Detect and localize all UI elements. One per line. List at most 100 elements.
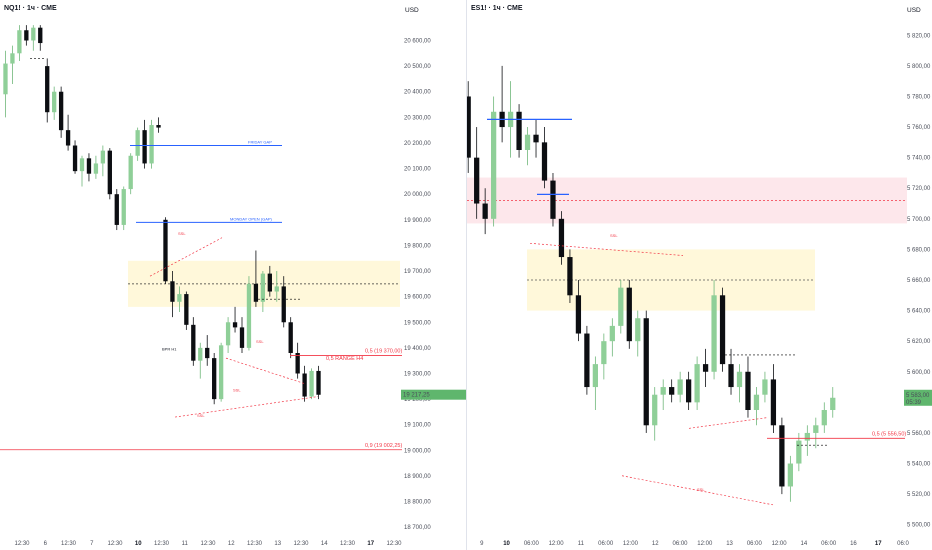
nq-candle-body[interactable] <box>10 53 15 64</box>
nq-candle-body[interactable] <box>107 150 112 195</box>
es-candle-body[interactable] <box>635 318 641 342</box>
es-candle-body[interactable] <box>719 295 726 365</box>
nq-candle-body[interactable] <box>45 66 50 113</box>
es-candle-body[interactable] <box>609 325 615 342</box>
es-candle-body[interactable] <box>779 425 785 487</box>
nq-candle-body[interactable] <box>253 283 259 302</box>
chart-pane-nq[interactable]: 20 600,00 20 500,00 20 400,00 20 300,00 20 2… <box>0 0 466 550</box>
nq-dashed-line-0 <box>174 396 319 418</box>
es-chart-canvas[interactable]: 5 820,00 5 800,00 5 780,00 5 760,00 5 740,00… <box>467 0 932 550</box>
es-candle-body[interactable] <box>567 257 573 296</box>
nq-time-tick: 12:30 <box>247 541 263 547</box>
es-candle-body[interactable] <box>482 203 488 219</box>
es-candle-body[interactable] <box>830 397 836 410</box>
es-candle-body[interactable] <box>652 394 658 426</box>
es-candle-body[interactable] <box>736 371 743 388</box>
nq-chart-canvas[interactable]: 20 600,00 20 500,00 20 400,00 20 300,00 20 2… <box>0 0 466 550</box>
es-candle-body[interactable] <box>804 432 810 441</box>
es-candle-body[interactable] <box>669 387 675 395</box>
es-candle-body[interactable] <box>728 364 734 388</box>
nq-candle-body[interactable] <box>149 125 154 164</box>
nq-candle-body[interactable] <box>114 194 119 225</box>
es-candle-body[interactable] <box>467 96 471 158</box>
es-candle-body[interactable] <box>516 111 522 150</box>
nq-candle-body[interactable] <box>31 27 36 41</box>
nq-price-tick: 20 500,00 <box>404 64 431 70</box>
es-candle-body[interactable] <box>575 295 582 334</box>
nq-candle-body[interactable] <box>246 283 252 348</box>
es-candle-body[interactable] <box>660 387 666 395</box>
nq-candle-body[interactable] <box>128 155 133 190</box>
nq-candle-body[interactable] <box>288 322 293 354</box>
es-candle-body[interactable] <box>626 287 632 342</box>
nq-candle-body[interactable] <box>302 373 307 397</box>
es-candle-body[interactable] <box>711 295 717 372</box>
nq-price-tick: 19 600,00 <box>404 295 431 301</box>
nq-candle-body[interactable] <box>177 294 182 302</box>
es-candle-body[interactable] <box>796 440 802 464</box>
nq-candle-body[interactable] <box>260 273 266 302</box>
es-candle-body[interactable] <box>677 379 683 395</box>
nq-candle-body[interactable] <box>281 286 286 323</box>
nq-candle-body[interactable] <box>267 273 272 292</box>
nq-candle-body[interactable] <box>205 347 210 359</box>
es-candle-body[interactable] <box>813 425 819 433</box>
nq-candle-body[interactable] <box>72 145 78 172</box>
nq-candle-body[interactable] <box>38 27 43 44</box>
nq-candle-body[interactable] <box>24 30 29 41</box>
nq-label-level-low: 0,9 (19 002,25) <box>365 443 402 449</box>
nq-candle-body[interactable] <box>170 281 175 302</box>
nq-candle-body[interactable] <box>163 219 168 282</box>
nq-candle-body[interactable] <box>65 130 71 146</box>
nq-candle-body[interactable] <box>79 158 85 172</box>
es-candle-body[interactable] <box>643 318 649 426</box>
es-candle-body[interactable] <box>618 287 624 326</box>
es-candle-body[interactable] <box>558 218 565 258</box>
nq-time-tick: 12:30 <box>14 541 30 547</box>
es-candle-body[interactable] <box>592 364 598 388</box>
nq-candle-body[interactable] <box>58 91 64 131</box>
es-candle-body[interactable] <box>762 379 768 395</box>
es-candle-body[interactable] <box>770 379 777 426</box>
nq-candle-body[interactable] <box>309 370 314 397</box>
es-candle-body[interactable] <box>821 410 827 426</box>
es-candle-body[interactable] <box>601 341 607 365</box>
es-candle-body[interactable] <box>745 371 751 410</box>
nq-candle-body[interactable] <box>218 345 224 400</box>
chart-pane-es[interactable]: 5 820,00 5 800,00 5 780,00 5 760,00 5 740,00… <box>466 0 932 550</box>
nq-candle-body[interactable] <box>156 125 161 128</box>
es-candle-body[interactable] <box>533 134 539 143</box>
nq-candle-body[interactable] <box>198 347 203 361</box>
nq-candle-body[interactable] <box>142 130 147 164</box>
es-symbol-title[interactable]: ES1! · 1ч · CME <box>471 5 523 12</box>
nq-candle-body[interactable] <box>86 158 92 174</box>
es-candle-body[interactable] <box>524 134 531 150</box>
nq-symbol-title[interactable]: NQ1! · 1ч · CME <box>4 5 57 12</box>
es-candle-body[interactable] <box>753 394 760 410</box>
nq-candle-body[interactable] <box>121 189 126 225</box>
nq-candle-body[interactable] <box>212 358 217 400</box>
nq-candle-body[interactable] <box>239 327 245 348</box>
nq-candle-body[interactable] <box>191 324 196 361</box>
nq-candle-body[interactable] <box>316 370 321 395</box>
nq-candle-body[interactable] <box>17 30 22 54</box>
nq-candle-body[interactable] <box>3 63 8 95</box>
es-candle-body[interactable] <box>702 364 709 372</box>
es-candle-body[interactable] <box>491 111 497 219</box>
nq-candle-body[interactable] <box>225 322 231 346</box>
nq-candle-body[interactable] <box>100 150 106 164</box>
nq-candle-body[interactable] <box>52 91 57 113</box>
nq-candle-body[interactable] <box>274 286 279 292</box>
es-candle-body[interactable] <box>694 364 700 403</box>
es-candle-body[interactable] <box>686 379 692 403</box>
nq-candle-body[interactable] <box>135 130 140 156</box>
es-candle-body[interactable] <box>541 142 548 181</box>
es-candle-body[interactable] <box>550 180 556 219</box>
nq-candle-body[interactable] <box>184 294 189 325</box>
es-candle-body[interactable] <box>584 333 590 388</box>
nq-candle-body[interactable] <box>93 163 99 174</box>
es-candle-body[interactable] <box>474 157 480 204</box>
nq-candle-body[interactable] <box>295 353 300 374</box>
es-candle-body[interactable] <box>787 463 793 487</box>
nq-candle-body[interactable] <box>232 322 238 328</box>
